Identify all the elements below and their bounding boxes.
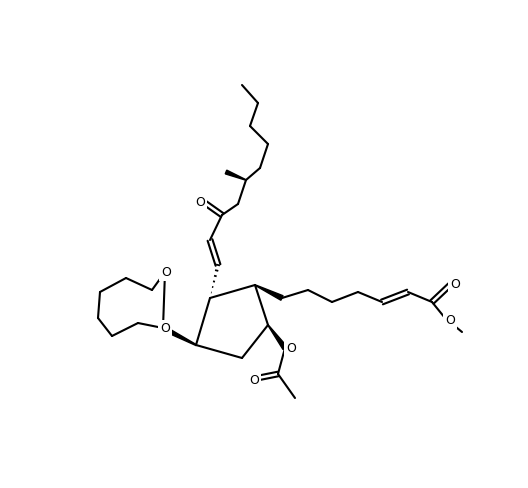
Text: O: O [445, 313, 455, 326]
Text: O: O [195, 196, 205, 208]
Text: O: O [160, 323, 170, 336]
Text: O: O [161, 265, 171, 279]
Text: O: O [249, 374, 259, 387]
Text: O: O [450, 279, 460, 291]
Polygon shape [162, 326, 196, 346]
Polygon shape [225, 170, 246, 180]
Polygon shape [268, 325, 287, 349]
Text: O: O [286, 342, 296, 354]
Polygon shape [255, 285, 283, 300]
